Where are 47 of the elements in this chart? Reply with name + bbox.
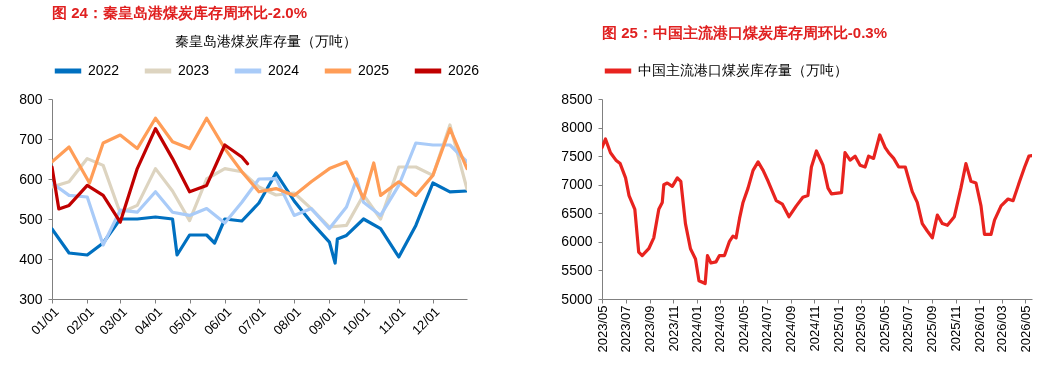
x-tick-label: 2025/03 <box>853 305 869 353</box>
legend-label: 2026 <box>448 62 480 78</box>
x-tick-label: 2025/05 <box>876 305 892 353</box>
legend-title: 秦皇岛港煤炭库存量（万吨） <box>175 33 357 49</box>
y-tick-label: 300 <box>19 290 43 307</box>
x-tick-label: 2023/05 <box>594 305 610 353</box>
legend-label: 2024 <box>268 62 300 78</box>
x-tick-label: 2023/09 <box>642 305 658 353</box>
x-tick-label: 2026/05 <box>1017 305 1033 353</box>
x-tick-label: 2023/11 <box>665 305 681 352</box>
y-tick-label: 6500 <box>561 204 593 221</box>
y-tick-label: 700 <box>19 130 43 147</box>
y-tick-label: 800 <box>19 90 43 107</box>
line-series <box>52 116 467 201</box>
y-tick-label: 6000 <box>561 233 593 250</box>
chart-title: 图 25：中国主流港口煤炭库存周环比-0.3% <box>602 24 888 41</box>
legend-label: 2025 <box>358 62 390 78</box>
x-tick-label: 2024/03 <box>712 305 728 353</box>
x-tick-label: 2024/05 <box>735 305 751 353</box>
y-tick-label: 5000 <box>561 290 593 307</box>
y-tick-label: 5500 <box>561 261 593 278</box>
y-tick-label: 7000 <box>561 176 593 193</box>
y-tick-label: 8000 <box>561 119 593 136</box>
line-series <box>52 127 250 224</box>
line-series <box>52 141 467 247</box>
y-tick-label: 400 <box>19 250 43 267</box>
chart-title: 图 24：秦皇岛港煤炭库存周环比-2.0% <box>52 4 308 21</box>
legend-label: 中国主流港口煤炭库存量（万吨） <box>638 62 848 78</box>
line-series <box>52 171 467 265</box>
x-tick-label: 2024/09 <box>783 305 799 353</box>
y-tick-label: 7500 <box>561 147 593 164</box>
x-tick-label: 2025/01 <box>830 305 846 353</box>
x-tick-label: 2026/01 <box>971 305 987 353</box>
x-tick-label: 2024/11 <box>806 305 822 352</box>
legend-label: 2022 <box>88 62 120 78</box>
x-tick-label: 2025/09 <box>924 305 940 353</box>
y-tick-label: 600 <box>19 170 43 187</box>
x-tick-label: 2025/11 <box>948 305 963 352</box>
x-tick-label: 2026/03 <box>994 305 1010 353</box>
x-tick-label: 2024/07 <box>759 305 775 353</box>
y-tick-label: 500 <box>19 210 43 227</box>
legend-label: 2023 <box>178 62 210 78</box>
x-tick-label: 2023/07 <box>618 305 634 353</box>
y-tick-label: 8500 <box>561 90 593 107</box>
x-tick-label: 2025/07 <box>900 305 916 353</box>
line-series <box>602 133 1032 286</box>
x-tick-label: 2024/01 <box>689 305 705 353</box>
